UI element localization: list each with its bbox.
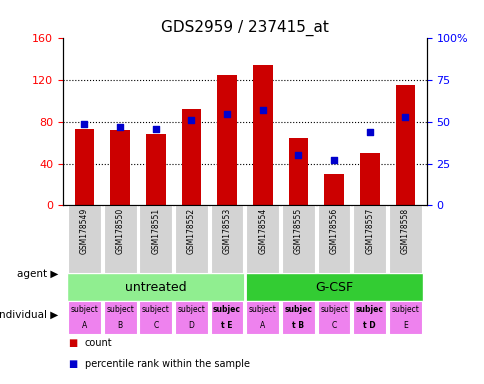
Text: t D: t D: [363, 321, 375, 330]
Text: subject: subject: [391, 305, 419, 314]
Bar: [110, 130, 130, 205]
Bar: [353, 205, 385, 273]
Bar: [395, 85, 414, 205]
Text: subjec: subjec: [355, 305, 383, 314]
Point: [151, 126, 159, 132]
Text: subject: subject: [248, 305, 276, 314]
Bar: [68, 301, 101, 334]
Text: individual ▶: individual ▶: [0, 310, 58, 319]
Text: D: D: [188, 321, 194, 330]
Bar: [181, 109, 201, 205]
Text: GSM178553: GSM178553: [222, 207, 231, 254]
Point: [365, 129, 373, 135]
Bar: [175, 301, 208, 334]
Text: ■: ■: [68, 338, 77, 348]
Text: GSM178557: GSM178557: [364, 207, 374, 254]
Text: E: E: [402, 321, 407, 330]
Bar: [281, 301, 314, 334]
Point: [401, 114, 408, 120]
Text: GSM178552: GSM178552: [186, 207, 196, 253]
Text: GSM178554: GSM178554: [257, 207, 267, 254]
Bar: [288, 137, 308, 205]
Point: [330, 157, 337, 164]
Bar: [253, 65, 272, 205]
Text: subject: subject: [319, 305, 348, 314]
Text: C: C: [331, 321, 336, 330]
Text: B: B: [117, 321, 122, 330]
Text: A: A: [259, 321, 265, 330]
Bar: [317, 301, 350, 334]
Text: t B: t B: [292, 321, 304, 330]
Point: [80, 121, 88, 127]
Text: GSM178558: GSM178558: [400, 207, 409, 253]
Text: GSM178556: GSM178556: [329, 207, 338, 254]
Bar: [139, 301, 172, 334]
Text: GSM178551: GSM178551: [151, 207, 160, 253]
Text: A: A: [82, 321, 87, 330]
Text: subject: subject: [177, 305, 205, 314]
Point: [258, 107, 266, 113]
Bar: [317, 205, 350, 273]
Point: [116, 124, 124, 130]
Text: GSM178550: GSM178550: [115, 207, 124, 254]
Text: ■: ■: [68, 359, 77, 369]
Text: subjec: subjec: [212, 305, 241, 314]
Bar: [359, 153, 379, 205]
Bar: [146, 134, 165, 205]
Bar: [175, 205, 208, 273]
Bar: [139, 205, 172, 273]
Text: subjec: subjec: [284, 305, 312, 314]
Text: subject: subject: [70, 305, 98, 314]
Bar: [210, 301, 243, 334]
Text: t E: t E: [221, 321, 232, 330]
Bar: [104, 301, 136, 334]
Bar: [66, 273, 244, 301]
Bar: [281, 205, 314, 273]
Text: GSM178549: GSM178549: [80, 207, 89, 254]
Title: GDS2959 / 237415_at: GDS2959 / 237415_at: [161, 20, 328, 36]
Text: agent ▶: agent ▶: [17, 268, 58, 279]
Bar: [388, 301, 421, 334]
Bar: [324, 174, 343, 205]
Point: [294, 152, 302, 159]
Point: [187, 117, 195, 123]
Text: C: C: [153, 321, 158, 330]
Bar: [75, 129, 94, 205]
Bar: [217, 75, 236, 205]
Bar: [246, 301, 279, 334]
Bar: [104, 205, 136, 273]
Text: count: count: [85, 338, 112, 348]
Bar: [244, 273, 423, 301]
Text: untreated: untreated: [125, 281, 186, 293]
Text: subject: subject: [141, 305, 169, 314]
Point: [223, 111, 230, 117]
Bar: [68, 205, 101, 273]
Bar: [388, 205, 421, 273]
Text: G-CSF: G-CSF: [315, 281, 352, 293]
Bar: [246, 205, 279, 273]
Text: subject: subject: [106, 305, 134, 314]
Bar: [353, 301, 385, 334]
Bar: [210, 205, 243, 273]
Text: percentile rank within the sample: percentile rank within the sample: [85, 359, 249, 369]
Text: GSM178555: GSM178555: [293, 207, 302, 254]
